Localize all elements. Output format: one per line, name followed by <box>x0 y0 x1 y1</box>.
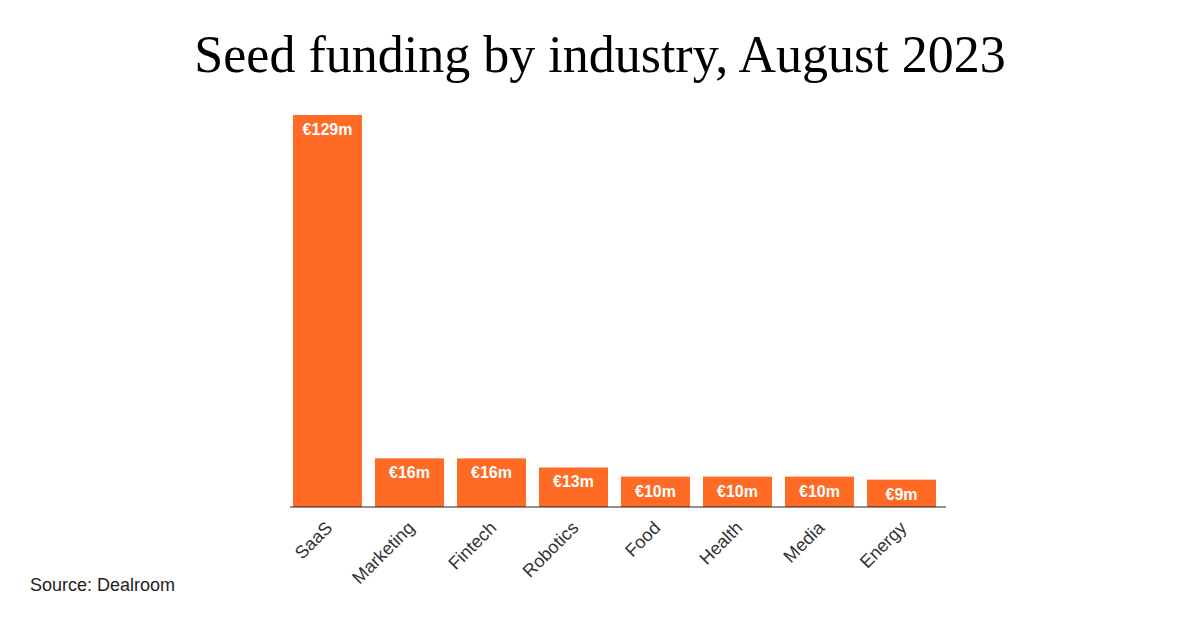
bar <box>375 458 444 507</box>
bars <box>293 115 936 507</box>
x-tick-labels: SaaS Marketing Fintech Robotics Food Health Me… <box>291 517 910 588</box>
data-label: €13m <box>553 473 594 490</box>
chart-svg: Seed funding by industry, August 2023 €12… <box>0 0 1200 627</box>
data-label: €129m <box>303 121 353 138</box>
chart-container: Seed funding by industry, August 2023 €12… <box>0 0 1200 627</box>
bar <box>539 467 608 507</box>
x-axis <box>290 507 946 508</box>
bar <box>785 477 854 507</box>
x-tick-label: SaaS <box>291 518 336 563</box>
bar <box>703 477 772 507</box>
x-tick-label: Media <box>780 517 830 567</box>
x-tick-label: Robotics <box>519 518 583 582</box>
bar <box>293 115 362 507</box>
bar <box>867 480 936 507</box>
bar <box>621 477 690 507</box>
data-label: €10m <box>635 483 676 500</box>
data-label: €10m <box>799 483 840 500</box>
title: Seed funding by industry, August 2023 <box>194 26 1005 83</box>
x-tick-label: Health <box>695 518 746 569</box>
bar <box>457 458 526 507</box>
source-note: Source: Dealroom <box>30 575 175 595</box>
x-tick-label: Fintech <box>444 518 500 574</box>
x-tick-label: Marketing <box>348 518 418 588</box>
x-tick-label: Food <box>621 518 664 561</box>
x-tick-label: Energy <box>856 518 910 572</box>
data-label: €16m <box>471 464 512 481</box>
data-label: €10m <box>717 483 758 500</box>
data-label: €16m <box>389 464 430 481</box>
data-labels: €129m €16m €16m €13m €10m €10m €10m €9m <box>303 121 918 503</box>
data-label: €9m <box>885 486 917 503</box>
